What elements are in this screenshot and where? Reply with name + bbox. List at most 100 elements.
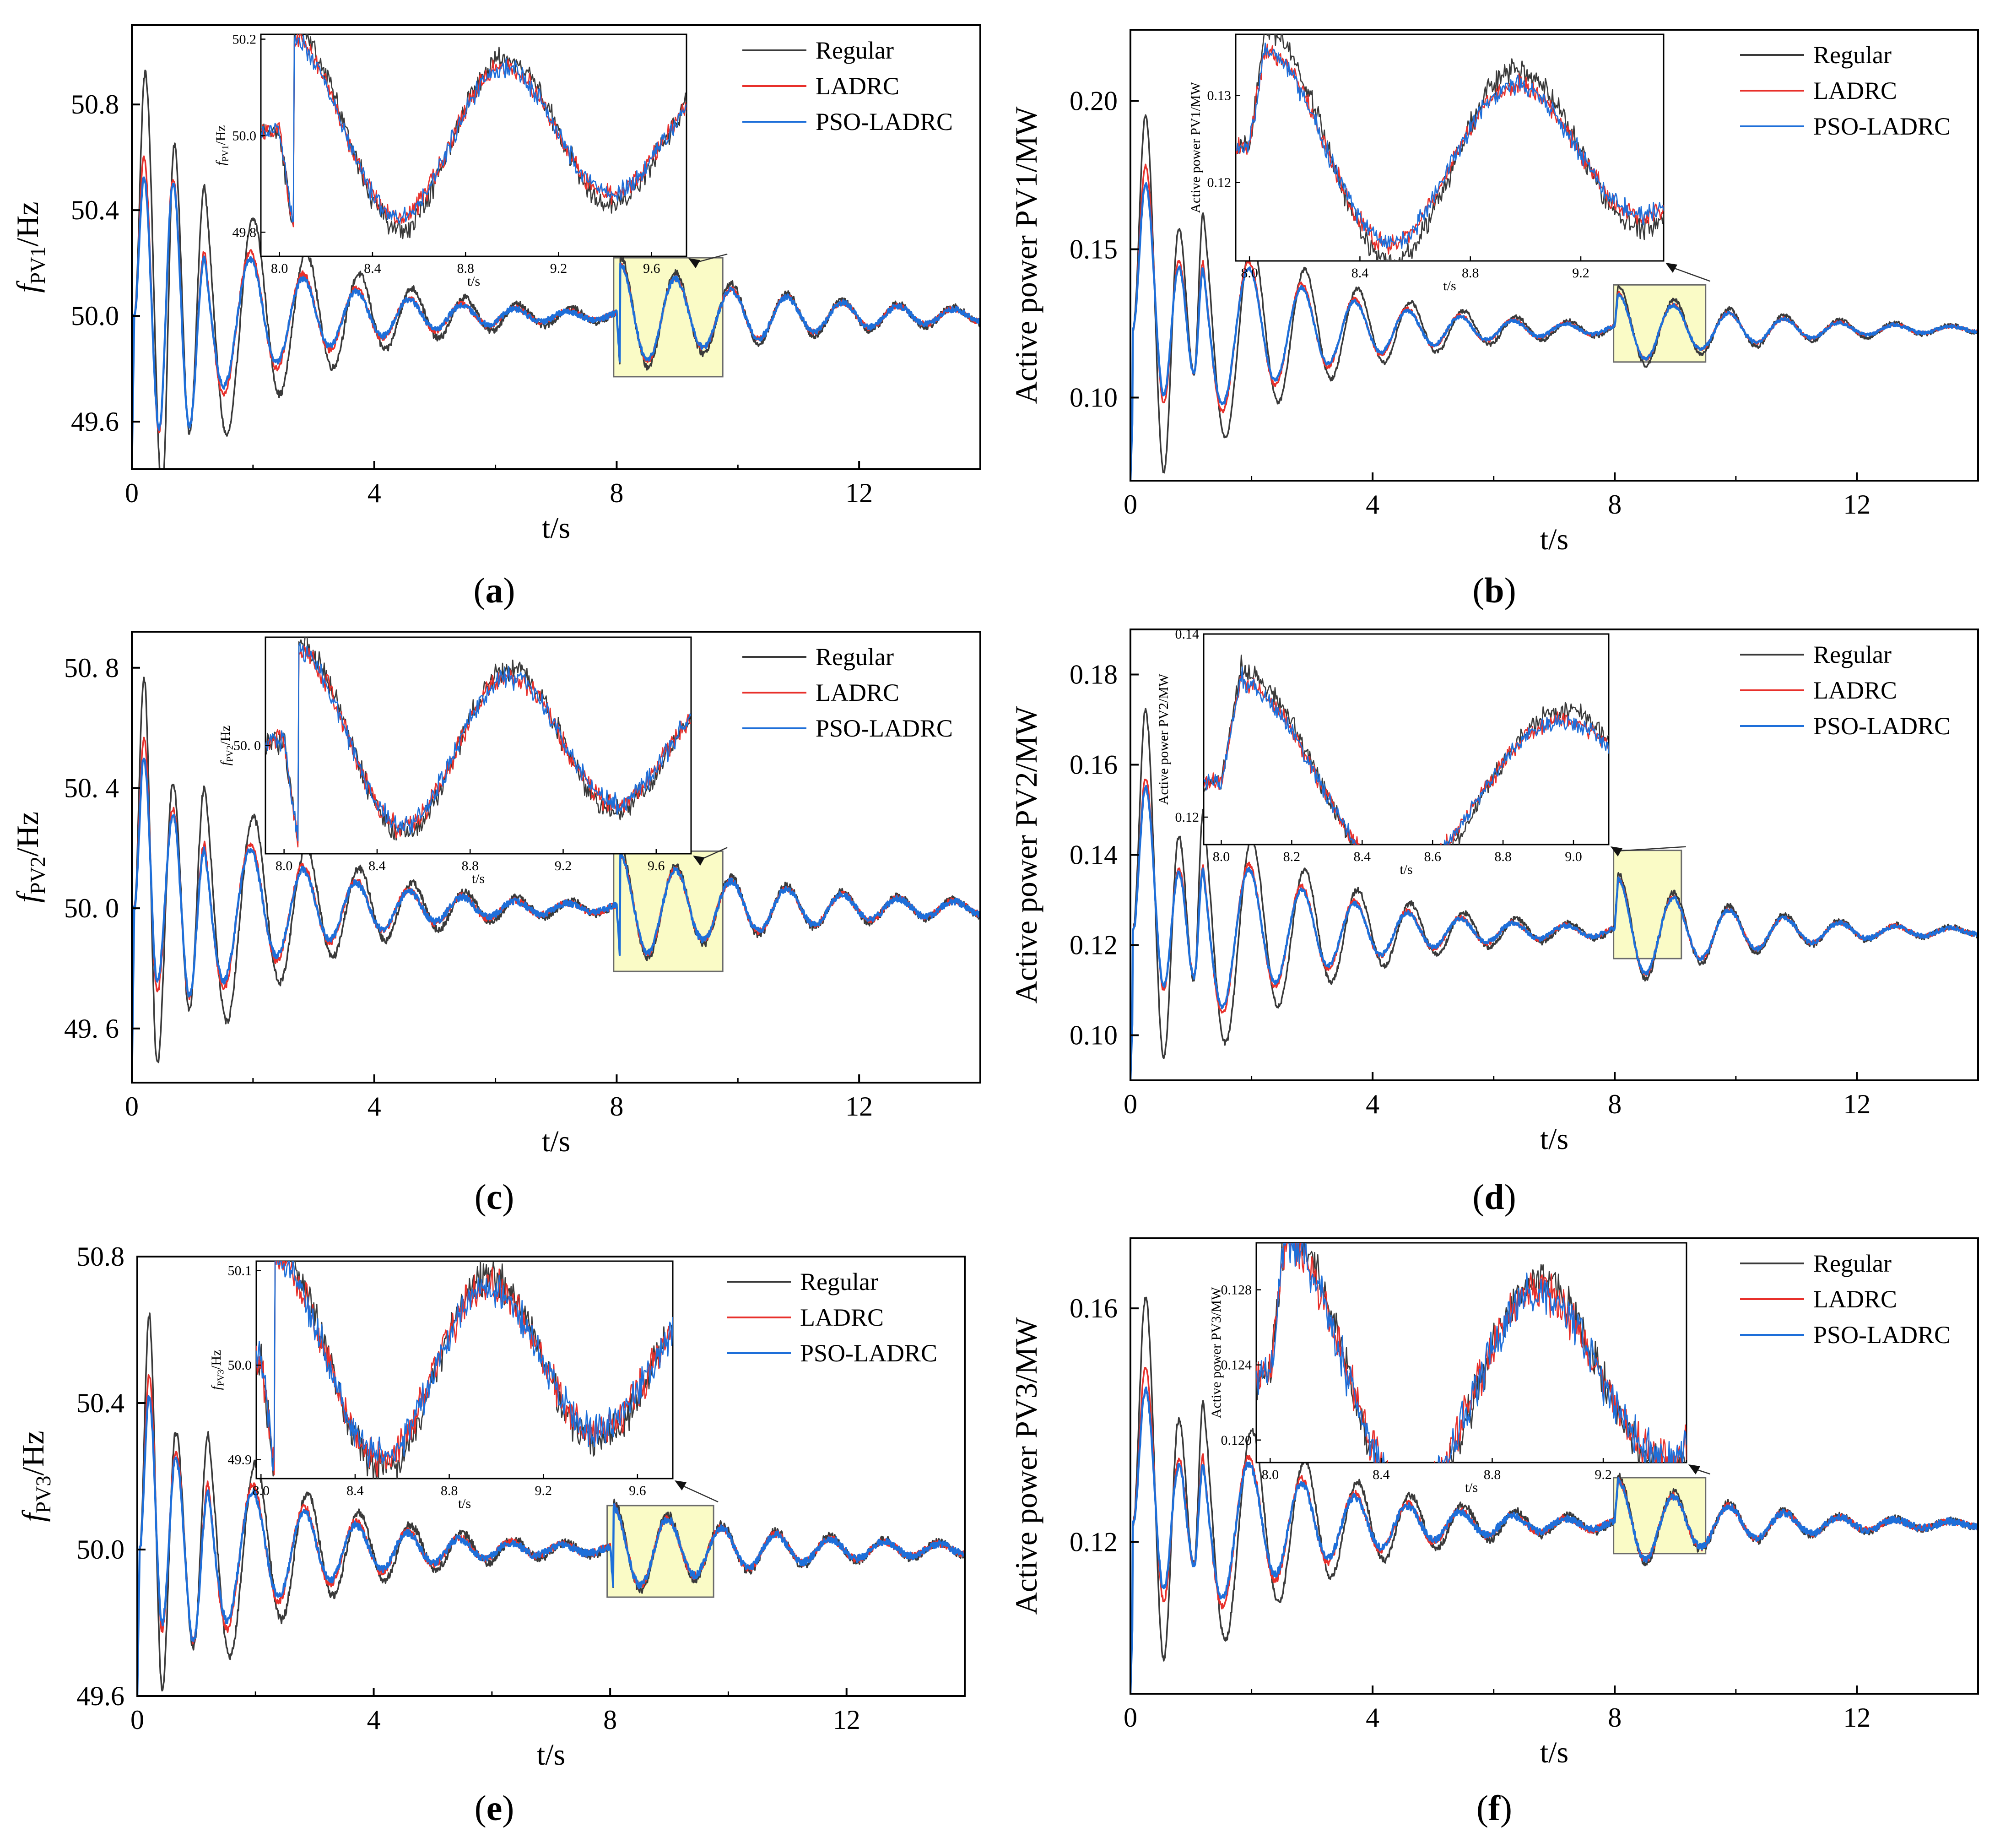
x-tick-label: 8 — [1608, 1702, 1622, 1733]
x-tick-label: 0 — [130, 1705, 144, 1735]
inset-plot: 8.0 8.4 8.8 9.2 9.6 49.9 50.0 50.1 t/s fPV3/Hz — [209, 1260, 674, 1511]
series-lines — [132, 70, 980, 469]
zoom-region — [613, 850, 724, 972]
series-line-pso-ladrc — [132, 176, 980, 469]
inset-series-line-pso-ladrc — [1236, 43, 1664, 249]
x-tick-label: 12 — [1843, 489, 1870, 520]
x-tick-label: 8 — [610, 1091, 623, 1122]
x-tick-label: 8 — [1608, 489, 1622, 520]
y-tick-label: 0.12 — [1070, 930, 1118, 960]
y-tick-label: 49.6 — [76, 1681, 124, 1711]
inset-y-tick-label: 0.124 — [1221, 1358, 1252, 1373]
y-tick-label: 50.8 — [76, 1241, 124, 1272]
y-tick-label: 0.18 — [1070, 660, 1118, 690]
y-tick-label: 50. 8 — [64, 653, 119, 683]
inset-x-tick-label: 8.8 — [457, 261, 474, 276]
inset-x-tick-label: 9.2 — [555, 858, 572, 873]
zoom-connector-arrowhead — [693, 856, 705, 866]
y-tick-label: 0.16 — [1070, 750, 1118, 780]
zoom-region — [1613, 284, 1707, 363]
inset-y-tick-label: 49.9 — [228, 1452, 252, 1468]
y-tick-label: 0.16 — [1070, 1293, 1118, 1323]
x-tick-label: 8 — [1608, 1089, 1622, 1119]
inset-x-tick-label: 8.0 — [271, 261, 288, 276]
y-axis-label: Active power PV2/MW — [1009, 706, 1043, 1003]
y-tick-label: 0.14 — [1070, 840, 1118, 870]
x-tick-label: 8 — [603, 1705, 617, 1735]
zoom-region — [613, 257, 724, 378]
inset-series-line-ladrc — [261, 34, 686, 228]
inset-x-tick-label: 8.8 — [1494, 849, 1512, 864]
inset-y-axis-label: fPV1/Hz — [213, 125, 231, 166]
y-tick-label: 50.4 — [71, 195, 119, 225]
y-axis-label: Active power PV1/MW — [1009, 106, 1043, 404]
x-tick-label: 12 — [1843, 1702, 1870, 1733]
panel-a: 0 4 8 12 49.6 50.0 50.4 50.8 t/s fPV1/Hz Regular LA… — [10, 24, 981, 545]
inset-x-tick-label: 9.2 — [550, 261, 568, 276]
inset-frame — [1203, 633, 1610, 845]
legend: Regular LADRC PSO-LADRC — [742, 643, 953, 742]
zoom-connector — [681, 1484, 719, 1503]
x-axis-label: t/s — [537, 1738, 565, 1772]
inset-plot: 8.0 8.2 8.4 8.6 8.8 9.0 0.12 0.14 t/s Active powe… — [1156, 627, 1610, 877]
x-tick-label: 8 — [610, 478, 623, 508]
inset-x-axis-label: t/s — [472, 871, 485, 886]
legend-label: Regular — [1813, 641, 1892, 668]
inset-y-tick-label: 0.14 — [1175, 627, 1200, 642]
y-tick-label: 50.4 — [76, 1388, 124, 1418]
caption-e: (e) — [474, 1788, 514, 1828]
zoom-connector-arrowhead — [675, 1480, 686, 1490]
inset-x-tick-label: 8.4 — [346, 1483, 364, 1498]
inset-plot: 8.0 8.4 8.8 9.2 0.120 0.124 0.128 t/s Active pow… — [1209, 1242, 1687, 1495]
y-tick-label: 50.0 — [71, 301, 119, 331]
legend-label: Regular — [1813, 41, 1892, 69]
legend-label: PSO-LADRC — [1813, 1321, 1951, 1349]
legend-label: LADRC — [1813, 677, 1897, 704]
inset-series-line-ladrc — [1256, 1243, 1686, 1463]
inset-x-tick-label: 9.2 — [535, 1483, 552, 1498]
inset-series-lines — [1256, 1243, 1686, 1463]
inset-frame — [1235, 33, 1665, 262]
inset-x-tick-label: 8.4 — [368, 858, 386, 873]
legend-label: LADRC — [1813, 1285, 1897, 1313]
legend-label: Regular — [816, 643, 894, 671]
series-lines — [1130, 708, 1978, 1080]
caption-letter: a — [485, 570, 503, 610]
legend-label: PSO-LADRC — [816, 715, 953, 742]
series-lines — [1130, 114, 1978, 481]
x-axis-label: t/s — [1540, 1122, 1568, 1156]
y-axis-label: fPV3/Hz — [16, 1431, 55, 1522]
x-tick-label: 12 — [1843, 1089, 1870, 1119]
x-tick-label: 4 — [368, 1091, 381, 1122]
inset-frame — [260, 33, 687, 257]
inset-x-tick-label: 8.8 — [1484, 1467, 1501, 1482]
y-tick-label: 50. 0 — [64, 893, 119, 923]
y-tick-label: 0.12 — [1070, 1527, 1118, 1557]
inset-x-tick-label: 8.8 — [1462, 266, 1479, 281]
x-tick-label: 4 — [1366, 1702, 1379, 1733]
x-tick-label: 12 — [845, 478, 873, 508]
inset-y-tick-label: 0.120 — [1221, 1433, 1252, 1448]
inset-series-lines — [261, 34, 686, 239]
inset-x-tick-label: 8.4 — [364, 261, 381, 276]
x-axis-label: t/s — [1540, 1736, 1568, 1769]
y-tick-label: 0.10 — [1070, 383, 1118, 413]
inset-y-tick-label: 50.0 — [232, 128, 257, 143]
series-line-ladrc — [1130, 1367, 1978, 1694]
inset-series-lines — [265, 637, 691, 848]
inset-x-tick-label: 9.2 — [1595, 1467, 1612, 1482]
series-line-pso-ladrc — [1130, 182, 1978, 481]
inset-y-axis-label: Active power PV2/MW — [1156, 673, 1171, 805]
inset-x-tick-label: 8.0 — [276, 858, 293, 873]
y-tick-label: 0.15 — [1070, 234, 1118, 265]
caption-c: (c) — [474, 1177, 514, 1217]
legend: Regular LADRC PSO-LADRC — [727, 1268, 937, 1367]
inset-series-line-pso-ladrc — [1204, 667, 1609, 845]
inset-x-tick-label: 8.8 — [441, 1483, 458, 1498]
panel-c: 0 4 8 12 49. 6 50. 0 50. 4 50. 8 t/s fPV2/Hz Regul… — [10, 631, 981, 1158]
x-tick-label: 12 — [845, 1091, 873, 1122]
x-tick-label: 0 — [1124, 489, 1137, 520]
panel-f: 0 4 8 12 0.12 0.16 t/s Active power PV3/MW Regul… — [1009, 1237, 1979, 1769]
legend-label: PSO-LADRC — [800, 1339, 937, 1367]
caption-b: (b) — [1472, 570, 1516, 610]
